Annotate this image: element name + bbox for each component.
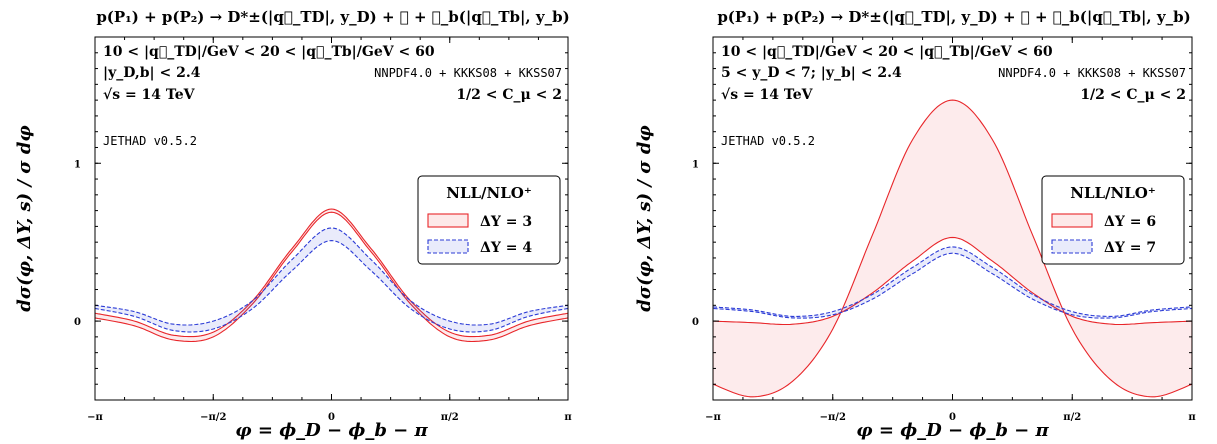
x-tick-label: −π (705, 412, 721, 423)
legend-title: NLL/NLO⁺ (1070, 184, 1156, 202)
series-band-2 (95, 227, 568, 333)
plot-area (95, 208, 568, 343)
legend-label-1: ΔY = 6 (1104, 214, 1156, 230)
legend-swatch-2 (1051, 239, 1093, 254)
plot-area (713, 99, 1192, 398)
chart-title: p(P₁) + p(P₂) → D*±(|q⃗_TD|, y_D) + 𝒳 + … (96, 8, 569, 26)
legend-label-2: ΔY = 7 (1104, 240, 1156, 256)
x-tick-label: 0 (328, 412, 335, 423)
legend-label-2: ΔY = 4 (480, 240, 532, 256)
y-tick-label: 1 (692, 159, 699, 170)
x-tick-label: −π/2 (820, 412, 846, 423)
legend-box (1041, 175, 1185, 265)
series-band-1 (95, 208, 568, 343)
annotation-rapidity: 5 < y_D < 7; |y_b| < 2.4 (721, 65, 902, 81)
y-axis-label: dσ(φ, ΔY, s) / σ dφ (14, 125, 35, 312)
annotation-code: JETHAD v0.5.2 (721, 134, 815, 148)
legend-swatch-2 (427, 239, 469, 254)
x-tick-label: −π (87, 412, 103, 423)
annotation-kinematics: 10 < |q⃗_TD|/GeV < 20 < |q⃗_Tb|/GeV < 60 (103, 44, 435, 60)
x-tick-label: 0 (949, 412, 956, 423)
chart-title: p(P₁) + p(P₂) → D*±(|q⃗_TD|, y_D) + 𝒳 + … (717, 8, 1190, 26)
chart-panel-2: p(P₁) + p(P₂) → D*±(|q⃗_TD|, y_D) + 𝒳 + … (634, 8, 1196, 441)
annotation-pdf: NNPDF4.0 + KKKS08 + KKSS07 (374, 66, 562, 80)
x-axis-label: φ = ϕ_D − ϕ_b − π (235, 420, 428, 441)
annotation-kinematics: 10 < |q⃗_TD|/GeV < 20 < |q⃗_Tb|/GeV < 60 (721, 44, 1053, 60)
chart-panel-1: p(P₁) + p(P₂) → D*±(|q⃗_TD|, y_D) + 𝒳 + … (14, 8, 572, 441)
x-tick-label: π/2 (1063, 412, 1081, 423)
legend-swatch-1 (1051, 213, 1093, 228)
series-band-1 (713, 99, 1192, 398)
legend-box (417, 175, 561, 265)
annotation-scale: 1/2 < C_μ < 2 (456, 87, 562, 103)
y-tick-label: 0 (692, 317, 699, 328)
legend-title: NLL/NLO⁺ (446, 184, 532, 202)
annotation-rapidity: |y_D,b| < 2.4 (103, 65, 201, 81)
y-tick-label: 1 (74, 159, 81, 170)
x-tick-label: π (564, 412, 571, 423)
annotation-scale: 1/2 < C_μ < 2 (1080, 87, 1186, 103)
x-tick-label: −π/2 (200, 412, 226, 423)
y-axis-label: dσ(φ, ΔY, s) / σ dφ (634, 125, 655, 312)
legend-label-1: ΔY = 3 (480, 214, 532, 230)
x-tick-label: π (1188, 412, 1195, 423)
x-tick-label: π/2 (441, 412, 459, 423)
annotation-energy: √s = 14 TeV (721, 87, 814, 103)
legend-swatch-1 (427, 213, 469, 228)
x-axis-label: φ = ϕ_D − ϕ_b − π (856, 420, 1049, 441)
series-band-2 (713, 246, 1192, 319)
y-tick-label: 0 (74, 317, 81, 328)
annotation-code: JETHAD v0.5.2 (103, 134, 197, 148)
annotation-energy: √s = 14 TeV (103, 87, 196, 103)
annotation-pdf: NNPDF4.0 + KKKS08 + KKSS07 (998, 66, 1186, 80)
